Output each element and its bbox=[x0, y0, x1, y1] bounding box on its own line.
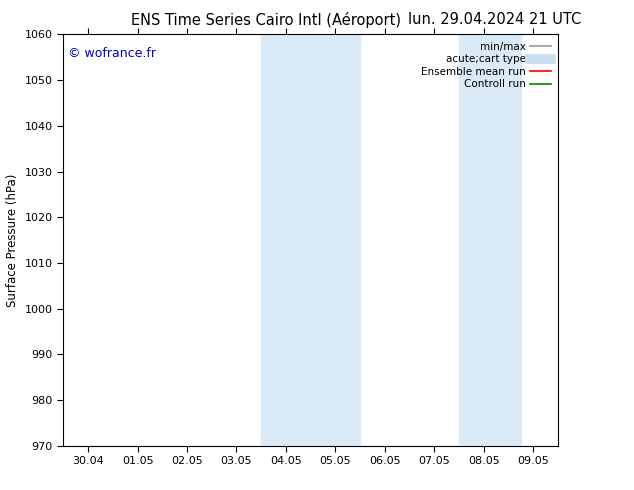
Text: lun. 29.04.2024 21 UTC: lun. 29.04.2024 21 UTC bbox=[408, 12, 581, 27]
Bar bbox=[261, 34, 360, 446]
Text: © wofrance.fr: © wofrance.fr bbox=[68, 47, 157, 60]
Legend: min/max, acute;cart type, Ensemble mean run, Controll run: min/max, acute;cart type, Ensemble mean … bbox=[419, 40, 553, 92]
Y-axis label: Surface Pressure (hPa): Surface Pressure (hPa) bbox=[6, 173, 19, 307]
Bar bbox=[459, 34, 521, 446]
Text: ENS Time Series Cairo Intl (Aéroport): ENS Time Series Cairo Intl (Aéroport) bbox=[131, 12, 401, 28]
